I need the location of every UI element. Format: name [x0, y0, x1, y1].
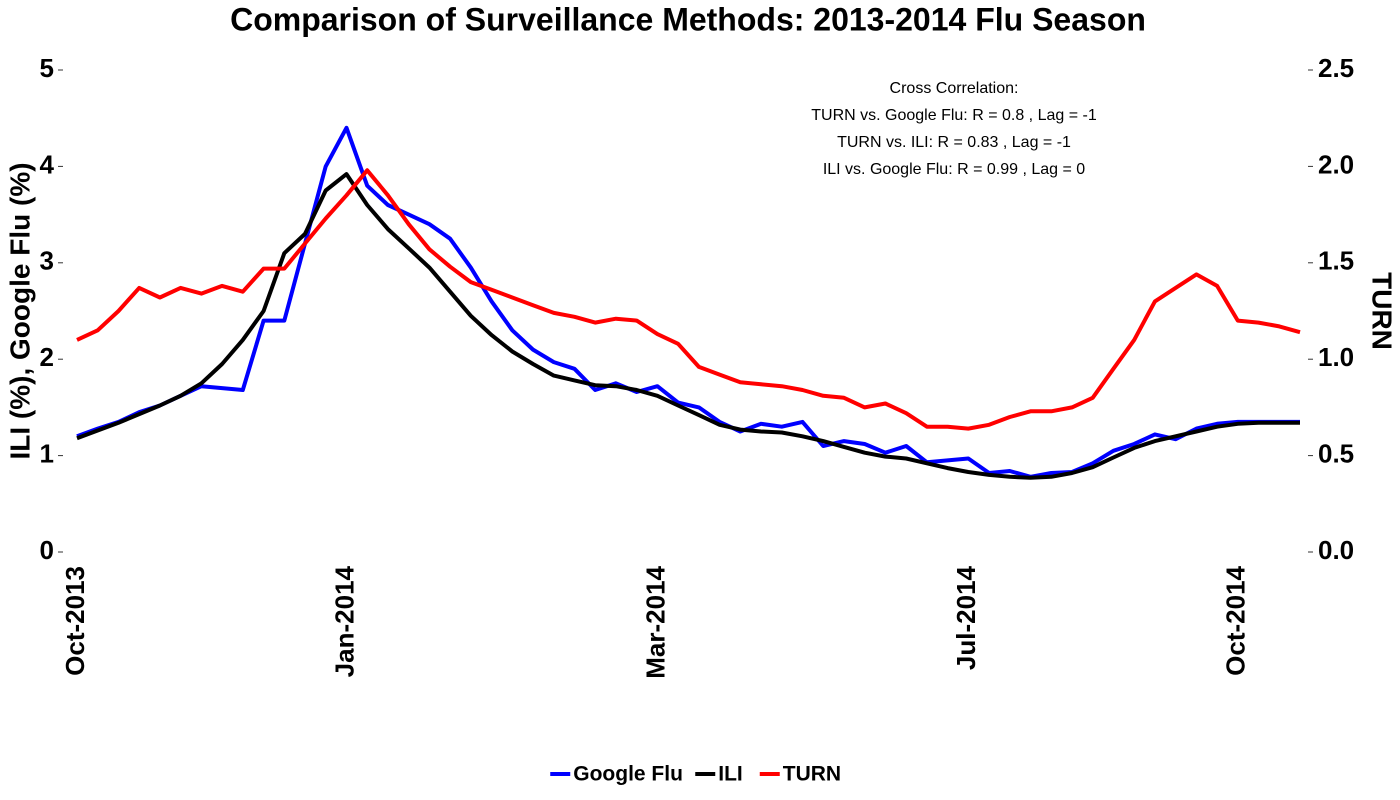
x-tick-label: Jan-2014 — [329, 565, 359, 677]
y-tick-label: 0 — [40, 535, 54, 565]
annotation: Cross Correlation: — [890, 80, 1019, 97]
y2-tick-label: 0.5 — [1318, 438, 1354, 468]
y-tick-label: 3 — [40, 246, 54, 276]
annotation: TURN vs. Google Flu: R = 0.8 , Lag = -1 — [811, 107, 1097, 124]
x-tick-label: Jul-2014 — [951, 565, 981, 670]
y-tick-label: 4 — [40, 149, 55, 179]
x-tick-label: Mar-2014 — [640, 565, 670, 678]
y2-axis-label: TURN — [1367, 272, 1398, 350]
y-tick-label: 2 — [40, 342, 54, 372]
chart-title: Comparison of Surveillance Methods: 2013… — [230, 1, 1146, 37]
y-axis-label: ILI (%), Google Flu (%) — [4, 162, 35, 459]
x-tick-label: Oct-2014 — [1221, 565, 1251, 675]
series-line — [76, 172, 1300, 480]
y2-tick-label: 2.5 — [1318, 53, 1354, 83]
legend-label: Google Flu — [573, 763, 683, 786]
y2-tick-label: 1.5 — [1318, 246, 1354, 276]
annotation: TURN vs. ILI: R = 0.83 , Lag = -1 — [837, 134, 1071, 151]
series-line — [76, 168, 1301, 431]
legend-label: ILI — [718, 763, 743, 786]
y2-tick-label: 2.0 — [1318, 149, 1354, 179]
y2-tick-label: 1.0 — [1318, 342, 1354, 372]
y-tick-label: 1 — [40, 438, 54, 468]
legend-label: TURN — [783, 763, 841, 786]
annotation: ILI vs. Google Flu: R = 0.99 , Lag = 0 — [823, 161, 1085, 178]
series-line — [76, 125, 1300, 479]
x-tick-label: Oct-2013 — [60, 566, 90, 676]
y-tick-label: 5 — [40, 53, 54, 83]
y2-tick-label: 0.0 — [1318, 535, 1354, 565]
